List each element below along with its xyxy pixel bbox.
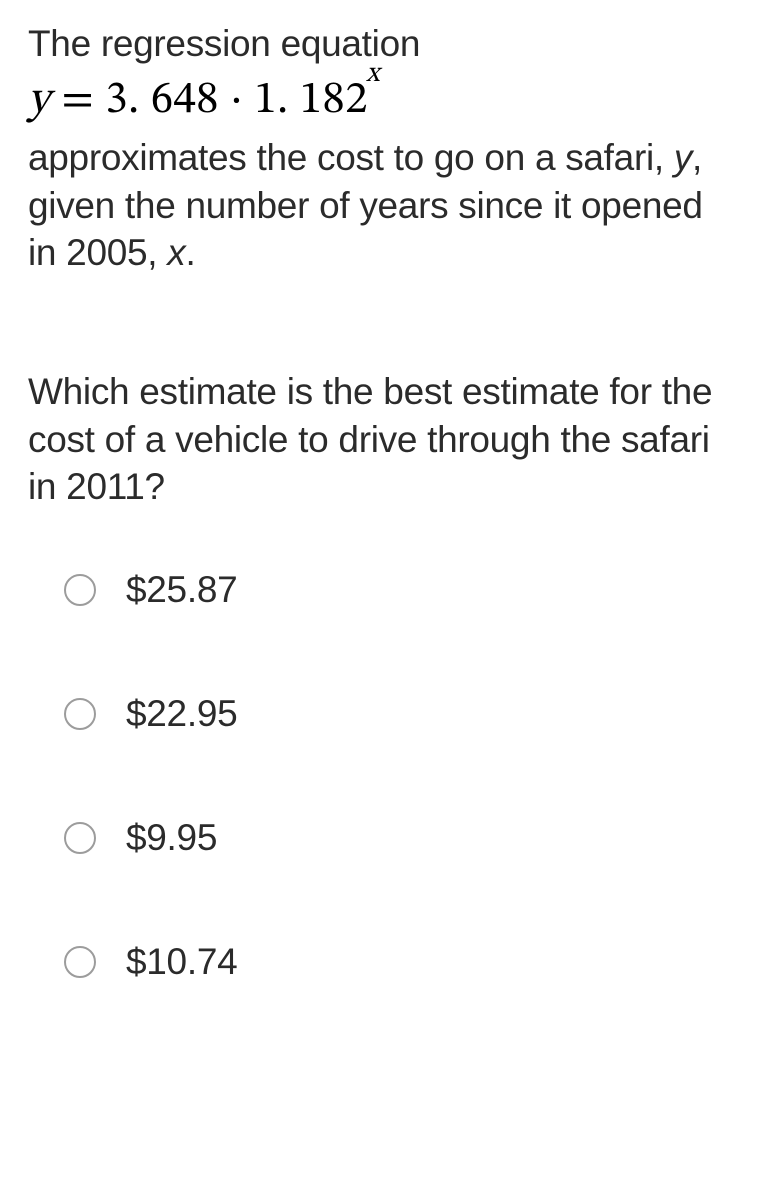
intro-text: The regression equation y = 3. 648 · 1. …: [28, 20, 737, 276]
intro-line2-p1: approximates the cost to go on a safari,: [28, 137, 674, 178]
radio-button[interactable]: [64, 822, 96, 854]
regression-equation: y = 3. 648 · 1. 182x: [28, 69, 737, 132]
equation-dot: ·: [219, 78, 254, 123]
option-label: $25.87: [126, 569, 237, 611]
equation-eq: =: [50, 78, 105, 123]
equation-exp: x: [366, 60, 380, 88]
intro-xvar: x: [167, 232, 185, 273]
equation-coef: 3. 648: [105, 78, 219, 123]
question-text: Which estimate is the best estimate for …: [28, 368, 737, 510]
option-row[interactable]: $9.95: [64, 817, 737, 859]
option-row[interactable]: $10.74: [64, 941, 737, 983]
radio-button[interactable]: [64, 698, 96, 730]
option-label: $22.95: [126, 693, 237, 735]
option-label: $9.95: [126, 817, 217, 859]
option-row[interactable]: $22.95: [64, 693, 737, 735]
intro-line2-p3: .: [185, 232, 195, 273]
option-label: $10.74: [126, 941, 237, 983]
radio-button[interactable]: [64, 574, 96, 606]
option-row[interactable]: $25.87: [64, 569, 737, 611]
intro-yvar: y: [674, 137, 692, 178]
intro-line1: The regression equation: [28, 23, 420, 64]
options-group: $25.87 $22.95 $9.95 $10.74: [28, 569, 737, 983]
radio-button[interactable]: [64, 946, 96, 978]
equation-y: y: [28, 78, 50, 123]
question-container: The regression equation y = 3. 648 · 1. …: [0, 0, 765, 1085]
equation-base: 1. 182: [254, 78, 368, 123]
